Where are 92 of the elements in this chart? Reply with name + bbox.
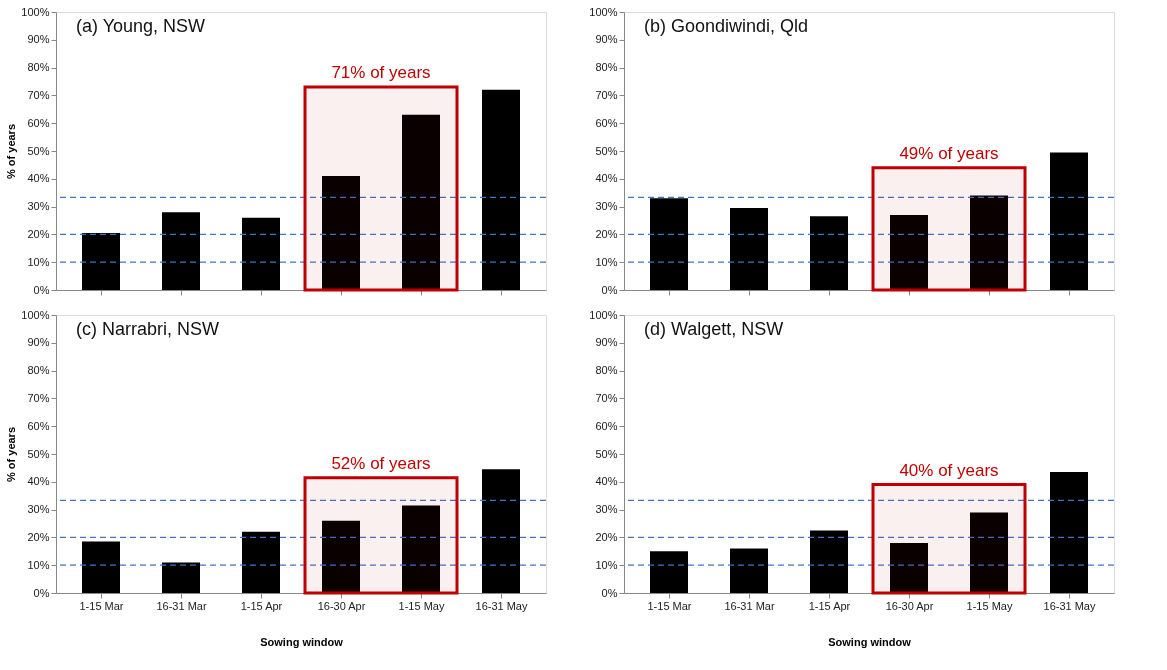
bar [82, 541, 120, 593]
bar [242, 217, 280, 290]
y-tick-label: 30% [27, 200, 50, 213]
y-tick-label: 60% [27, 419, 50, 432]
y-tick-label: 60% [27, 116, 50, 129]
bar [482, 89, 520, 290]
bar [322, 520, 360, 593]
y-tick-label: 10% [27, 255, 50, 268]
chart-title: (c) Narrabri, NSW [76, 319, 220, 339]
x-tick-label: 1-15 Apr [808, 599, 851, 612]
y-tick-label: 10% [27, 558, 50, 571]
y-tick-label: 70% [27, 391, 50, 404]
bar [970, 195, 1008, 290]
bar [810, 216, 848, 290]
x-tick-label: 16-30 Apr [317, 599, 366, 612]
y-tick-label: 0% [601, 283, 618, 296]
bar [890, 542, 928, 593]
chart-title: (b) Goondiwindi, Qld [644, 16, 809, 36]
y-tick-label: 30% [27, 503, 50, 516]
y-tick-label: 100% [589, 308, 618, 321]
y-tick-label: 100% [589, 5, 618, 18]
y-tick-label: 40% [595, 172, 618, 185]
bar [1050, 152, 1088, 290]
y-tick-label: 60% [595, 419, 618, 432]
y-tick-label: 10% [595, 558, 618, 571]
y-tick-label: 60% [595, 116, 618, 129]
bar [890, 214, 928, 290]
x-axis-title: Sowing window [828, 635, 912, 648]
y-tick-label: 10% [595, 255, 618, 268]
y-tick-label: 70% [595, 391, 618, 404]
bar [810, 530, 848, 593]
bar [970, 512, 1008, 593]
x-tick-label: 16-31 May [475, 599, 528, 612]
y-tick-label: 90% [27, 336, 50, 349]
x-tick-label: 1-15 Mar [647, 599, 692, 612]
y-tick-label: 30% [595, 503, 618, 516]
y-tick-label: 0% [601, 586, 618, 599]
y-tick-label: 20% [27, 227, 50, 240]
y-tick-label: 80% [595, 61, 618, 74]
x-tick-label: 1-15 May [398, 599, 445, 612]
bar [322, 176, 360, 290]
y-tick-label: 70% [27, 88, 50, 101]
y-tick-label: 40% [27, 475, 50, 488]
y-tick-label: 90% [595, 33, 618, 46]
bar [402, 114, 440, 290]
y-tick-label: 40% [27, 172, 50, 185]
y-tick-label: 100% [21, 308, 50, 321]
band-label: 52% of years [331, 453, 431, 473]
y-tick-label: 0% [33, 283, 50, 296]
chart-title: (d) Walgett, NSW [644, 319, 784, 339]
bar [162, 562, 200, 593]
y-tick-label: 90% [595, 336, 618, 349]
y-tick-label: 20% [595, 530, 618, 543]
y-tick-label: 20% [595, 227, 618, 240]
bar [402, 505, 440, 593]
band-label: 49% of years [899, 143, 999, 163]
bar [242, 531, 280, 593]
y-tick-label: 20% [27, 530, 50, 543]
bar [730, 207, 768, 290]
y-axis-title: % of years [5, 123, 18, 180]
x-tick-label: 16-31 Mar [156, 599, 207, 612]
x-tick-label: 16-31 May [1043, 599, 1096, 612]
y-tick-label: 50% [595, 447, 618, 460]
x-tick-label: 1-15 Apr [240, 599, 283, 612]
bar [650, 551, 688, 593]
x-axis-title: Sowing window [260, 635, 344, 648]
y-tick-label: 80% [27, 61, 50, 74]
bar [482, 469, 520, 593]
y-tick-label: 80% [27, 364, 50, 377]
x-tick-label: 16-30 Apr [885, 599, 934, 612]
bar [730, 548, 768, 593]
y-tick-label: 100% [21, 5, 50, 18]
bar [1050, 472, 1088, 593]
x-tick-label: 1-15 May [966, 599, 1013, 612]
y-axis-title: % of years [5, 426, 18, 483]
bar [650, 198, 688, 290]
band-label: 71% of years [331, 63, 431, 83]
y-tick-label: 90% [27, 33, 50, 46]
y-tick-label: 30% [595, 200, 618, 213]
y-tick-label: 50% [27, 144, 50, 157]
bar [82, 233, 120, 290]
chart-title: (a) Young, NSW [76, 16, 206, 36]
y-tick-label: 40% [595, 475, 618, 488]
y-tick-label: 80% [595, 364, 618, 377]
band-label: 40% of years [899, 460, 999, 480]
y-tick-label: 70% [595, 88, 618, 101]
y-tick-label: 0% [33, 586, 50, 599]
x-tick-label: 16-31 Mar [724, 599, 775, 612]
y-tick-label: 50% [595, 144, 618, 157]
bar [162, 212, 200, 290]
x-tick-label: 1-15 Mar [79, 599, 124, 612]
y-tick-label: 50% [27, 447, 50, 460]
